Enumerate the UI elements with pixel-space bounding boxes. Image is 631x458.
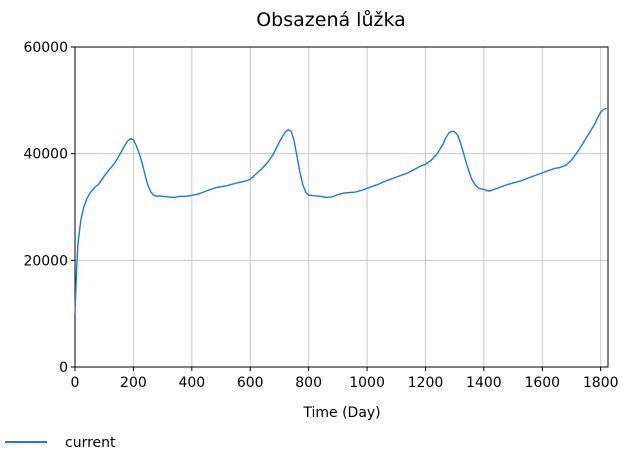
y-tick-label: 0 (59, 360, 68, 376)
chart-title: Obsazená lůžka (256, 9, 406, 31)
legend: current (5, 435, 116, 451)
grid-lines (75, 47, 608, 367)
x-tick-label: 0 (71, 375, 80, 391)
x-tick-label: 600 (237, 375, 264, 391)
y-tick-label: 60000 (23, 40, 68, 56)
series-layer (74, 107, 607, 314)
y-tick-label: 20000 (23, 253, 68, 269)
x-axis-ticks: 0 200 400 600 800 1000 1200 1400 1600 1800 (71, 367, 619, 391)
x-tick-label: 1000 (349, 375, 385, 391)
x-tick-label: 1400 (466, 375, 502, 391)
x-tick-label: 400 (178, 375, 205, 391)
y-axis-ticks: 0 20000 40000 60000 (23, 40, 75, 376)
x-tick-label: 800 (295, 375, 322, 391)
x-tick-label: 200 (120, 375, 147, 391)
x-axis-label: Time (Day) (302, 405, 380, 421)
y-tick-label: 40000 (23, 147, 68, 163)
legend-label-current: current (65, 435, 116, 451)
x-tick-label: 1200 (408, 375, 444, 391)
x-tick-label: 1800 (583, 375, 619, 391)
plot-area-border (74, 46, 609, 368)
x-tick-label: 1600 (524, 375, 560, 391)
series-line-current (74, 107, 607, 314)
